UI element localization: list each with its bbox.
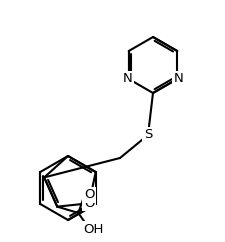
Text: S: S	[144, 129, 152, 142]
Text: N: N	[173, 73, 183, 85]
Text: OH: OH	[83, 223, 104, 235]
Text: N: N	[123, 73, 133, 85]
Text: O: O	[84, 197, 94, 210]
Text: O: O	[84, 189, 94, 202]
